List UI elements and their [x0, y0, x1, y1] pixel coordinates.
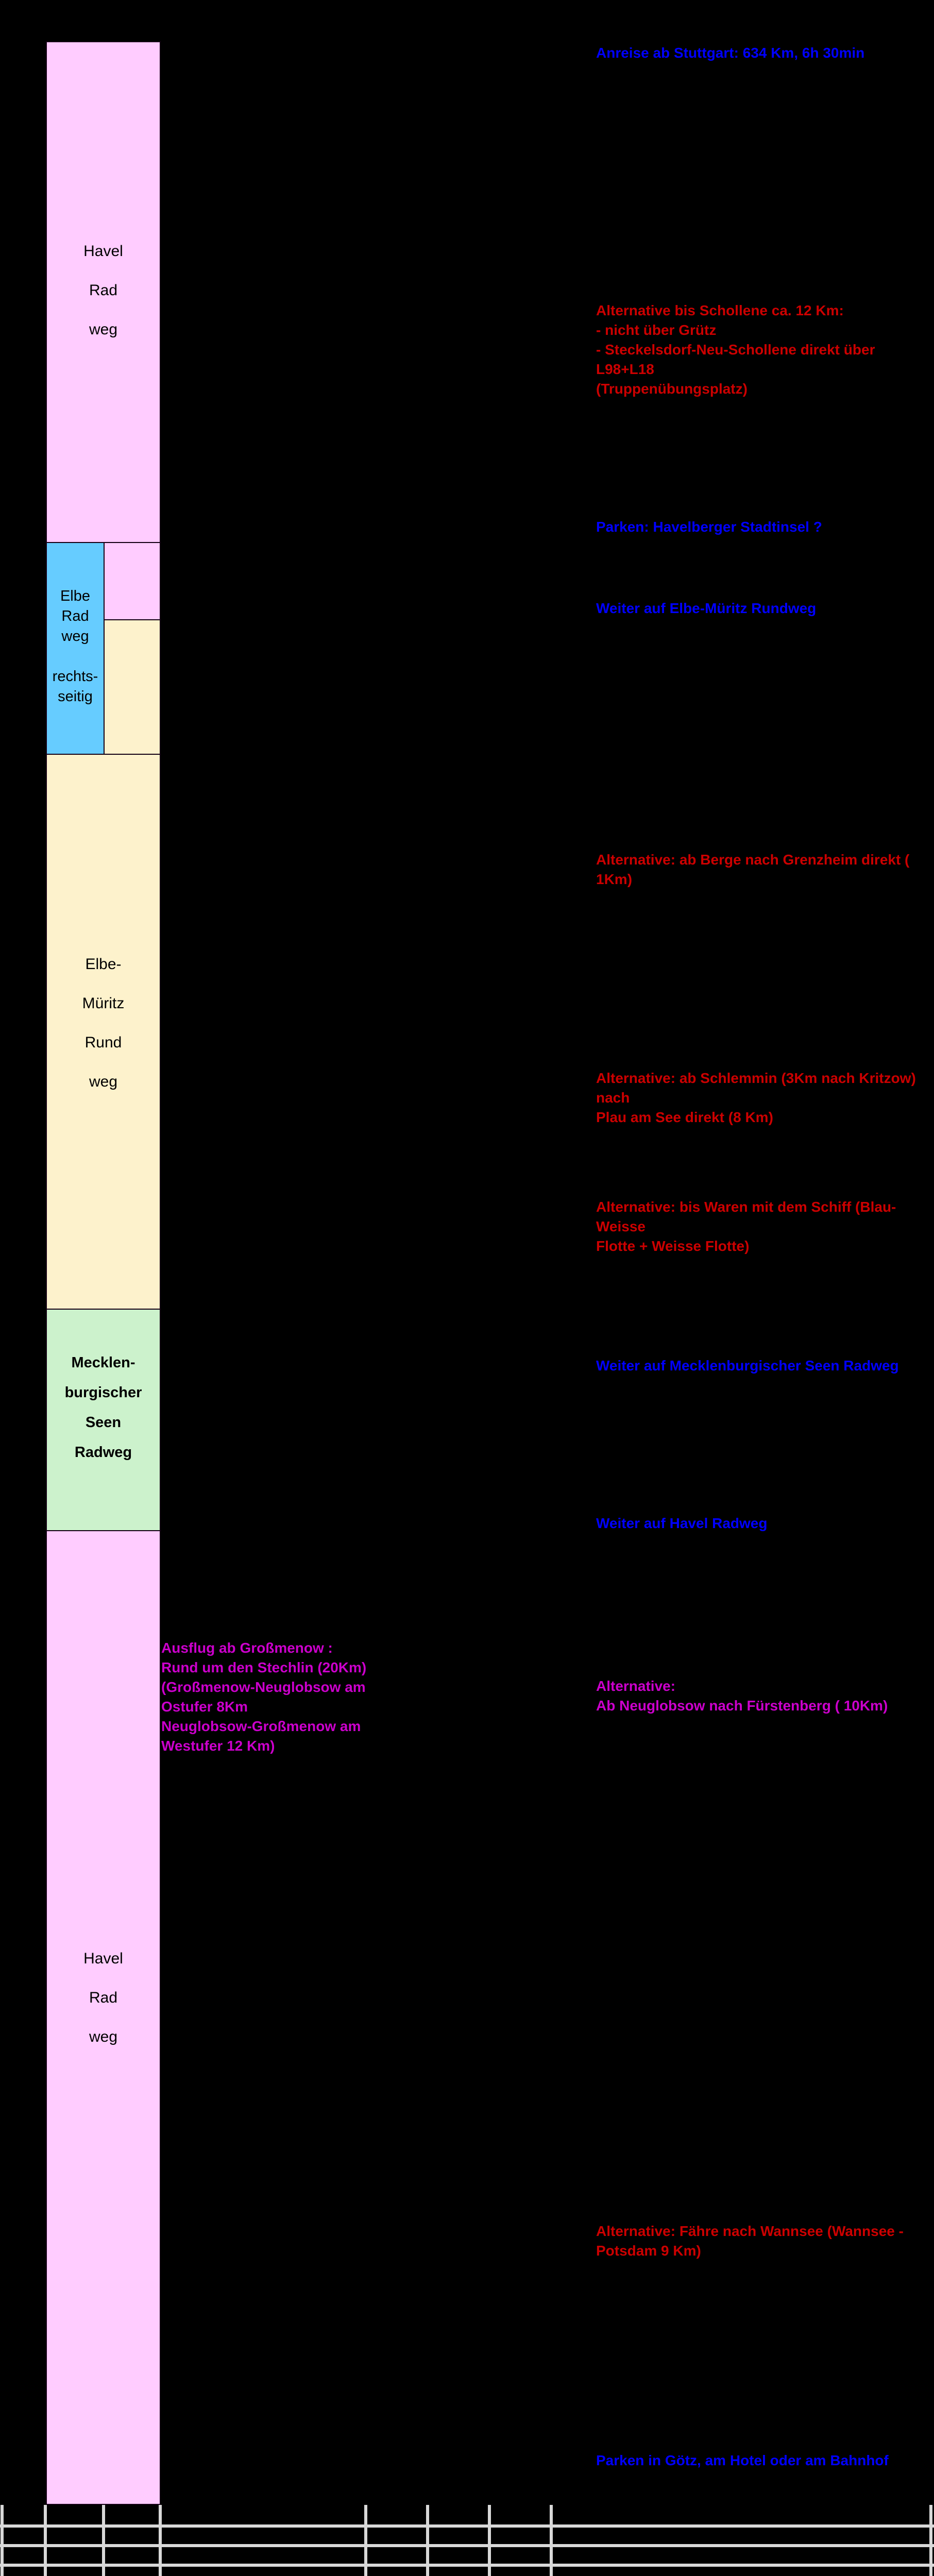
block-pink-connector: [104, 542, 161, 620]
table-grid-line: [0, 2524, 934, 2528]
table-grid-line: [364, 2505, 367, 2576]
note-alternative-fuerstenberg: Alternative: Ab Neuglobsow nach Fürstenb…: [596, 1678, 888, 1714]
table-grid-line: [426, 2505, 429, 2576]
table-grid-line: [159, 2505, 162, 2576]
note-weiter-elbe-mueritz: Weiter auf Elbe-Müritz Rundweg: [596, 600, 817, 616]
note-weiter-havel: Weiter auf Havel Radweg: [596, 1515, 768, 1531]
note-alternative-schlemmin: Alternative: ab Schlemmin (3Km nach Krit…: [596, 1070, 916, 1125]
note-ausflug-grossmenow: Ausflug ab Großmenow : Rund um den Stech…: [161, 1640, 367, 1754]
block-mecklenburgischer-seen: [46, 1309, 161, 1531]
note-weiter-meckl-seen: Weiter auf Mecklenburgischer Seen Radweg: [596, 1358, 899, 1374]
table-grid-line: [44, 2505, 47, 2576]
table-grid-line: [1, 2505, 4, 2576]
table-grid-line: [929, 2505, 932, 2576]
note-alternative-berge: Alternative: ab Berge nach Grenzheim dir…: [596, 852, 910, 887]
table-grid-line: [102, 2505, 105, 2576]
label-havel-radweg-top: Havel Rad weg: [83, 243, 123, 338]
block-elbe-radweg: [46, 542, 105, 755]
label-elbe-mueritz-rundweg: Elbe- Müritz Rund weg: [82, 956, 125, 1090]
table-grid-line: [0, 2564, 934, 2567]
label-meckl-seen-radweg: Mecklen- burgischer Seen Radweg: [64, 1354, 142, 1461]
table-grid-line: [0, 2544, 934, 2547]
block-havel-radweg-top: [46, 41, 161, 543]
note-alternative-waren: Alternative: bis Waren mit dem Schiff (B…: [596, 1199, 896, 1254]
table-grid-line: [488, 2505, 491, 2576]
note-parken-havelberg: Parken: Havelberger Stadtinsel ?: [596, 519, 822, 535]
block-havel-radweg-bottom: [46, 1530, 161, 2505]
note-alternative-wannsee: Alternative: Fähre nach Wannsee (Wannsee…: [596, 2223, 904, 2259]
note-parken-goetz: Parken in Götz, am Hotel oder am Bahnhof: [596, 2452, 889, 2468]
block-elbe-mueritz-narrow: [104, 619, 161, 755]
label-havel-radweg-bottom: Havel Rad weg: [83, 1950, 123, 2045]
note-anreise: Anreise ab Stuttgart: 634 Km, 6h 30min: [596, 45, 865, 61]
note-alternative-schollene: Alternative bis Schollene ca. 12 Km: - n…: [596, 302, 875, 397]
table-grid-line: [550, 2505, 553, 2576]
label-elbe-radweg: Elbe Rad weg rechts- seitig: [52, 588, 98, 705]
